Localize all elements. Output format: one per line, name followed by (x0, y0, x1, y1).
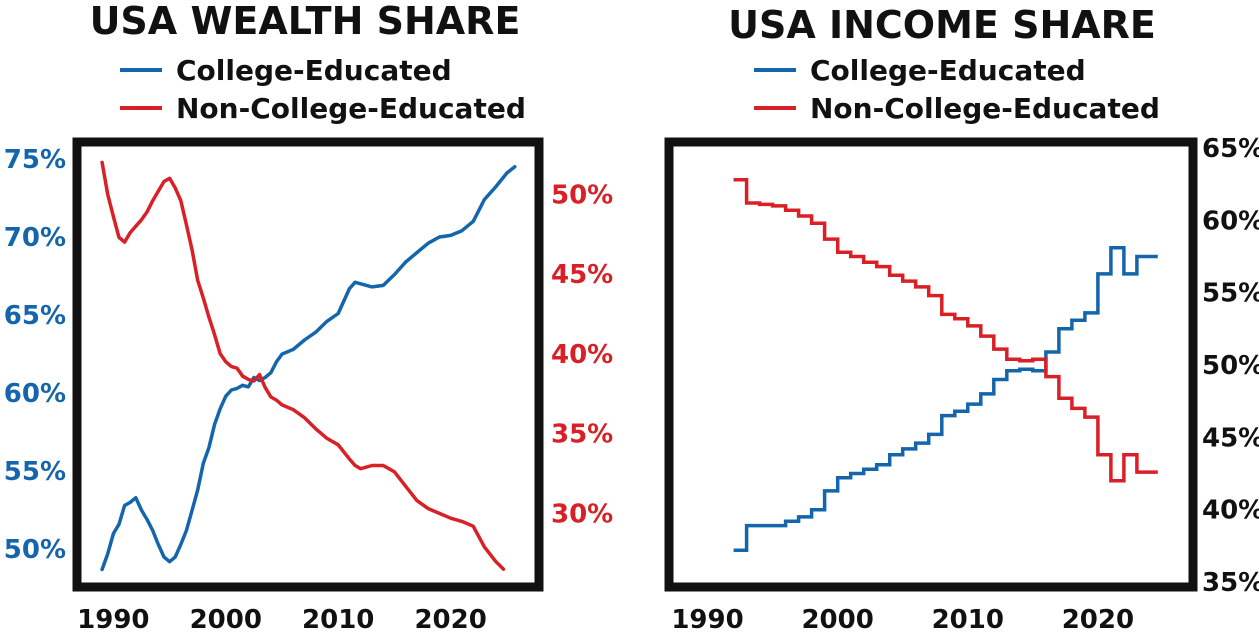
income-x-tick: 2010 (932, 605, 1004, 635)
income-right-tick: 65% (1202, 134, 1259, 164)
income-noncollege-line (733, 178, 1158, 483)
wealth-legend-label-college: College-Educated (176, 54, 452, 87)
wealth-left-tick: 50% (4, 535, 66, 565)
wealth-x-tick: 1990 (77, 605, 149, 635)
wealth-x-tick: 2020 (414, 605, 486, 635)
income-chart-title: USA INCOME SHARE (728, 3, 1156, 47)
income-right-tick: 35% (1202, 568, 1259, 598)
wealth-right-axis-ticks: 30% 35% 40% 45% 50% (551, 180, 613, 529)
wealth-college-line (100, 164, 517, 572)
income-right-axis-ticks: 35% 40% 45% 50% 55% 60% 65% (1202, 134, 1259, 598)
wealth-x-tick: 2010 (302, 605, 374, 635)
wealth-right-tick: 35% (551, 420, 613, 450)
wealth-left-axis-ticks: 50% 55% 60% 65% 70% 75% (4, 145, 66, 565)
income-right-tick: 55% (1202, 279, 1259, 309)
income-plot-frame (664, 137, 1198, 592)
wealth-x-tick: 2000 (190, 605, 262, 635)
wealth-right-tick: 45% (551, 260, 613, 290)
wealth-legend-label-noncollege: Non-College-Educated (176, 92, 526, 125)
income-series-lines (733, 178, 1158, 552)
wealth-left-tick: 65% (4, 301, 66, 331)
income-x-axis-ticks: 1990 2000 2010 2020 (671, 605, 1134, 635)
income-chart: USA INCOME SHARE College-Educated Non-Co… (664, 3, 1259, 635)
wealth-left-tick: 70% (4, 223, 66, 253)
wealth-plot-frame (72, 137, 544, 592)
income-college-line (733, 246, 1158, 552)
wealth-x-axis-ticks: 1990 2000 2010 2020 (77, 605, 487, 635)
income-legend-label-noncollege: Non-College-Educated (810, 92, 1160, 125)
income-x-tick: 2020 (1062, 605, 1134, 635)
wealth-chart-title: USA WEALTH SHARE (90, 0, 521, 43)
income-x-tick: 2000 (801, 605, 873, 635)
income-legend-label-college: College-Educated (810, 54, 1086, 87)
wealth-noncollege-line (100, 160, 506, 571)
wealth-right-tick: 40% (551, 340, 613, 370)
wealth-chart: USA WEALTH SHARE College-Educated Non-Co… (4, 0, 613, 635)
wealth-left-tick: 60% (4, 379, 66, 409)
income-x-tick: 1990 (671, 605, 743, 635)
wealth-series-lines (100, 160, 517, 572)
wealth-right-tick: 50% (551, 180, 613, 210)
wealth-left-tick: 75% (4, 145, 66, 175)
wealth-left-tick: 55% (4, 457, 66, 487)
wealth-right-tick: 30% (551, 499, 613, 529)
income-right-tick: 60% (1202, 206, 1259, 236)
income-right-tick: 50% (1202, 351, 1259, 381)
income-right-tick: 40% (1202, 496, 1259, 526)
income-right-tick: 45% (1202, 423, 1259, 453)
